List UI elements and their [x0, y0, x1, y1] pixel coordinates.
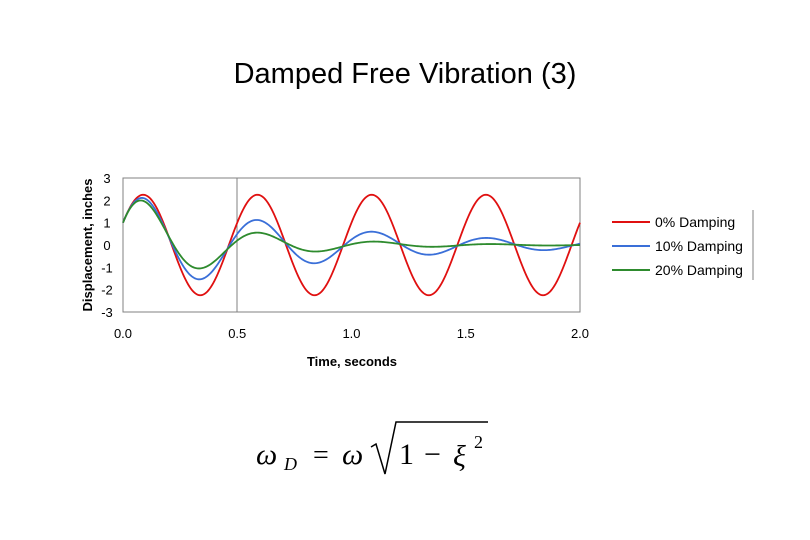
y-tick-label: -3 — [101, 305, 113, 320]
series-lines — [122, 193, 581, 297]
equation-one: 1 — [399, 438, 414, 471]
x-tick-label: 2.0 — [571, 326, 589, 341]
damped-frequency-equation: ω D = ω 1 − ξ 2 — [256, 421, 488, 475]
x-axis: 0.0 0.5 1.0 1.5 2.0 — [114, 326, 589, 341]
x-tick-label: 1.5 — [457, 326, 475, 341]
equation-xi: ξ — [453, 440, 466, 473]
y-axis: 3 2 1 0 -1 -2 -3 — [101, 171, 113, 320]
y-tick-label: -2 — [101, 283, 113, 298]
y-tick-label: 3 — [103, 171, 110, 186]
square-root-sign — [370, 421, 488, 475]
legend: 0% Damping 10% Damping 20% Damping — [612, 210, 754, 280]
equation-subscript: D — [283, 454, 297, 474]
equation-omega-d: ω — [256, 438, 277, 471]
x-axis-title: Time, seconds — [307, 354, 397, 369]
x-tick-label: 1.0 — [342, 326, 360, 341]
legend-label: 0% Damping — [655, 214, 735, 230]
y-tick-label: 0 — [103, 238, 110, 253]
equation-omega: ω — [342, 438, 363, 471]
equation-exponent: 2 — [474, 432, 483, 452]
equation-minus: − — [424, 438, 441, 471]
series-line-2 — [122, 199, 581, 270]
y-tick-label: -1 — [101, 260, 113, 275]
y-axis-title: Displacement, inches — [80, 179, 95, 312]
legend-label: 20% Damping — [655, 262, 743, 278]
y-tick-label: 1 — [103, 216, 110, 231]
series-line-1 — [122, 197, 581, 281]
chart-title: Damped Free Vibration (3) — [233, 58, 577, 90]
legend-label: 10% Damping — [655, 238, 743, 254]
y-tick-label: 2 — [103, 193, 110, 208]
series-line-0 — [122, 193, 581, 297]
x-tick-label: 0.0 — [114, 326, 132, 341]
x-tick-label: 0.5 — [228, 326, 246, 341]
equation-equals: = — [313, 440, 329, 471]
